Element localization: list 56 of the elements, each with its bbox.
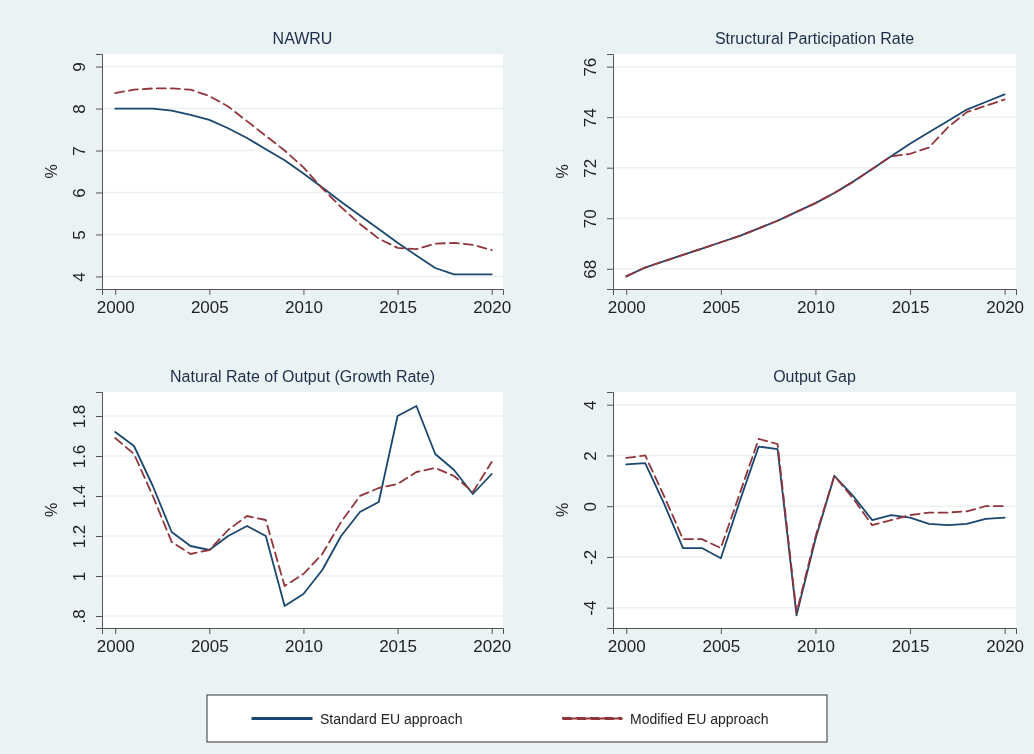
x-tick-label: 2010 <box>285 298 323 318</box>
x-tick-label: 2005 <box>190 637 229 657</box>
y-tick-label: 68 <box>581 259 600 279</box>
y-axis-title: % <box>554 164 571 179</box>
y-tick-label: 2 <box>581 451 600 461</box>
y-axis-title: % <box>43 502 60 518</box>
y-tick-label: 1.6 <box>70 444 89 469</box>
y-tick-label: .8 <box>70 609 89 624</box>
line-series <box>114 87 493 251</box>
y-tick-label: -4 <box>581 600 600 616</box>
y-tick-label: 1.8 <box>70 404 89 429</box>
legend-label: Standard EU approach <box>320 710 463 727</box>
y-tick-label: 76 <box>581 57 600 77</box>
x-tick-label: 2005 <box>702 298 741 318</box>
y-tick-label: -2 <box>581 549 600 566</box>
x-tick-label: 2000 <box>96 298 135 318</box>
x-tick-label: 2000 <box>607 298 646 318</box>
y-tick-label: 6 <box>70 188 89 198</box>
x-tick-label: 2000 <box>607 637 646 657</box>
chart-title: Natural Rate of Output (Growth Rate) <box>170 368 435 385</box>
y-tick-label: 8 <box>70 104 89 114</box>
line-series <box>114 107 493 276</box>
x-tick-label: 2015 <box>379 637 417 657</box>
y-tick-label: 70 <box>581 209 600 229</box>
line-series <box>114 437 493 587</box>
x-tick-label: 2020 <box>473 298 512 318</box>
x-tick-label: 2020 <box>473 637 512 657</box>
x-tick-label: 2010 <box>797 298 835 318</box>
chart-title: Structural Participation Rate <box>714 30 915 47</box>
line-series <box>114 405 493 607</box>
y-tick-label: 72 <box>581 158 600 178</box>
y-tick-label: 4 <box>581 400 600 410</box>
x-tick-label: 2020 <box>986 298 1025 318</box>
y-tick-label: 9 <box>70 62 89 72</box>
y-tick-label: 0 <box>581 501 600 512</box>
x-tick-label: 2005 <box>190 298 229 318</box>
y-tick-label: 5 <box>70 230 89 240</box>
x-tick-label: 2015 <box>379 298 417 318</box>
x-tick-label: 2015 <box>891 637 930 657</box>
x-tick-label: 2000 <box>96 637 135 657</box>
y-tick-label: 1 <box>70 571 89 582</box>
legend-label: Modified EU approach <box>630 710 769 727</box>
x-tick-label: 2010 <box>285 637 323 657</box>
y-axis-title: % <box>43 164 60 179</box>
y-tick-label: 1.4 <box>70 484 89 509</box>
x-tick-label: 2010 <box>797 637 835 657</box>
x-tick-label: 2005 <box>702 637 741 657</box>
y-axis-title: % <box>554 502 571 518</box>
chart-title: NAWRU <box>272 30 333 47</box>
y-tick-label: 4 <box>70 272 89 282</box>
y-tick-label: 74 <box>581 108 600 128</box>
x-tick-label: 2020 <box>986 637 1025 657</box>
y-tick-label: 7 <box>70 146 89 156</box>
chart-title: Output Gap <box>773 368 856 385</box>
x-tick-label: 2015 <box>891 298 930 318</box>
y-tick-label: 1.2 <box>70 524 89 549</box>
